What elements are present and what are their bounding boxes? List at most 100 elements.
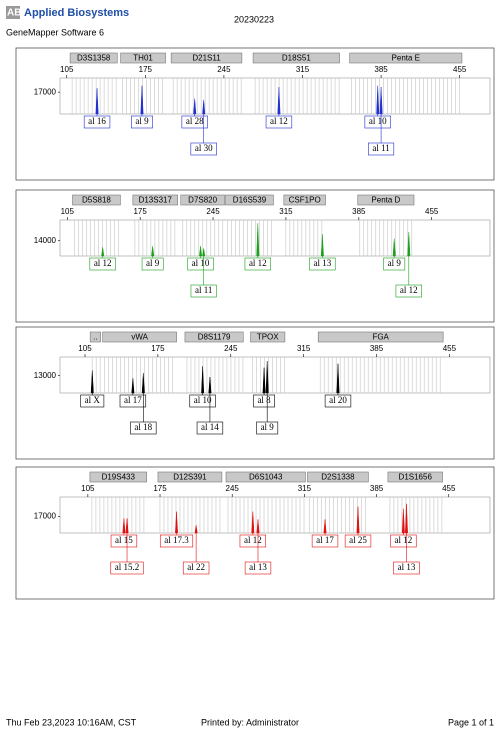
x-tick-label: 105 [61, 207, 75, 216]
x-tick-label: 455 [442, 484, 456, 493]
allele-label: al 11 [195, 285, 212, 295]
locus-bar [170, 52, 243, 64]
plot-area [59, 219, 491, 257]
allele-label: al 12 [395, 535, 413, 545]
locus-name: TH01 [133, 54, 153, 63]
label-box [244, 561, 272, 575]
y-tick-label: 17000 [34, 87, 57, 96]
locus-name: TPOX [257, 333, 279, 342]
label-box [131, 115, 153, 129]
locus-name: D7S820 [188, 196, 217, 205]
label-box [190, 284, 217, 298]
locus-bar [157, 471, 223, 483]
x-tick-label: 245 [226, 484, 240, 493]
allele-label: al 10 [369, 116, 387, 126]
allele-label: al 17.3 [164, 535, 189, 545]
locus-name: D18S51 [282, 54, 311, 63]
label-box [309, 257, 336, 271]
panel [15, 466, 495, 600]
peak [194, 525, 198, 534]
locus-name: D16S539 [233, 196, 267, 205]
footer-user: Printed by: Administrator [201, 717, 299, 727]
locus-name: Penta E [392, 54, 420, 63]
run-name: 20230223 [234, 14, 274, 24]
peak [131, 378, 135, 394]
footer-date: Thu Feb 23,2023 10:16AM, CST [6, 717, 137, 727]
locus-bar [132, 194, 178, 206]
locus-bar [225, 471, 306, 483]
peak [265, 360, 269, 394]
peak [376, 85, 380, 115]
allele-label: al 16 [88, 116, 106, 126]
allele-label: al 9 [261, 422, 275, 432]
peak [101, 247, 105, 257]
locus-name: D19S433 [102, 473, 136, 482]
label-box [383, 257, 406, 271]
footer-page: Page 1 of 1 [448, 717, 494, 727]
locus-bar [349, 52, 463, 64]
plot-area [59, 496, 491, 534]
locus-name: D1S1656 [399, 473, 433, 482]
locus-bar [225, 194, 274, 206]
plot-area [59, 356, 491, 394]
allele-label: al 17 [124, 395, 142, 405]
locus-name: D2S1338 [321, 473, 355, 482]
x-tick-label: 385 [352, 207, 366, 216]
peak [320, 234, 324, 257]
allele-label: al 25 [349, 535, 367, 545]
peak [356, 506, 360, 534]
label-box [190, 142, 217, 156]
logo: AB [7, 8, 21, 19]
locus-bar [69, 52, 118, 64]
y-tick-label: 14000 [34, 236, 57, 245]
y-tick-label: 13000 [34, 371, 57, 380]
x-tick-label: 385 [370, 344, 384, 353]
panel [15, 326, 495, 460]
allele-label: al 10 [194, 395, 212, 405]
x-tick-label: 315 [296, 65, 310, 74]
allele-label: al 11 [372, 143, 389, 153]
allele-label: al 17 [316, 535, 334, 545]
allele-label: al X [85, 395, 101, 405]
label-box [83, 115, 111, 129]
software: GeneMapper Software 6 [6, 27, 104, 37]
allele-label: al 12 [400, 285, 418, 295]
locus-bar [120, 52, 166, 64]
x-tick-label: 315 [298, 484, 312, 493]
label-box [182, 561, 210, 575]
locus-name: Penta D [371, 196, 400, 205]
label-box [80, 394, 105, 408]
x-tick-label: 455 [425, 207, 439, 216]
locus-name: D3S1358 [77, 54, 111, 63]
locus-name: D6S1043 [249, 473, 283, 482]
locus-bar [89, 331, 101, 343]
locus-name: D8S1179 [198, 333, 231, 342]
allele-label: al 9 [146, 258, 160, 268]
peak [193, 98, 197, 115]
allele-label: al 15.2 [115, 562, 140, 572]
allele-label: al 10 [192, 258, 210, 268]
x-tick-label: 315 [297, 344, 311, 353]
x-tick-label: 175 [139, 65, 153, 74]
allele-label: al 14 [201, 422, 219, 432]
allele-label: al 28 [186, 116, 204, 126]
peak [141, 372, 145, 394]
x-tick-label: 245 [206, 207, 220, 216]
allele-label: al 12 [244, 535, 262, 545]
locus-bar [250, 331, 286, 343]
locus-bar [317, 331, 444, 343]
locus-bar [387, 471, 443, 483]
label-box [265, 115, 293, 129]
panel [15, 47, 495, 181]
x-tick-label: 455 [443, 344, 457, 353]
locus-bar [357, 194, 415, 206]
label-box [239, 534, 267, 548]
label-box [187, 257, 214, 271]
label-box [159, 534, 194, 548]
label-box [189, 394, 216, 408]
x-tick-label: 105 [81, 484, 95, 493]
locus-bar [180, 194, 225, 206]
x-tick-label: 455 [453, 65, 467, 74]
allele-label: al 13 [249, 562, 267, 572]
locus-name: D21S11 [192, 54, 221, 63]
